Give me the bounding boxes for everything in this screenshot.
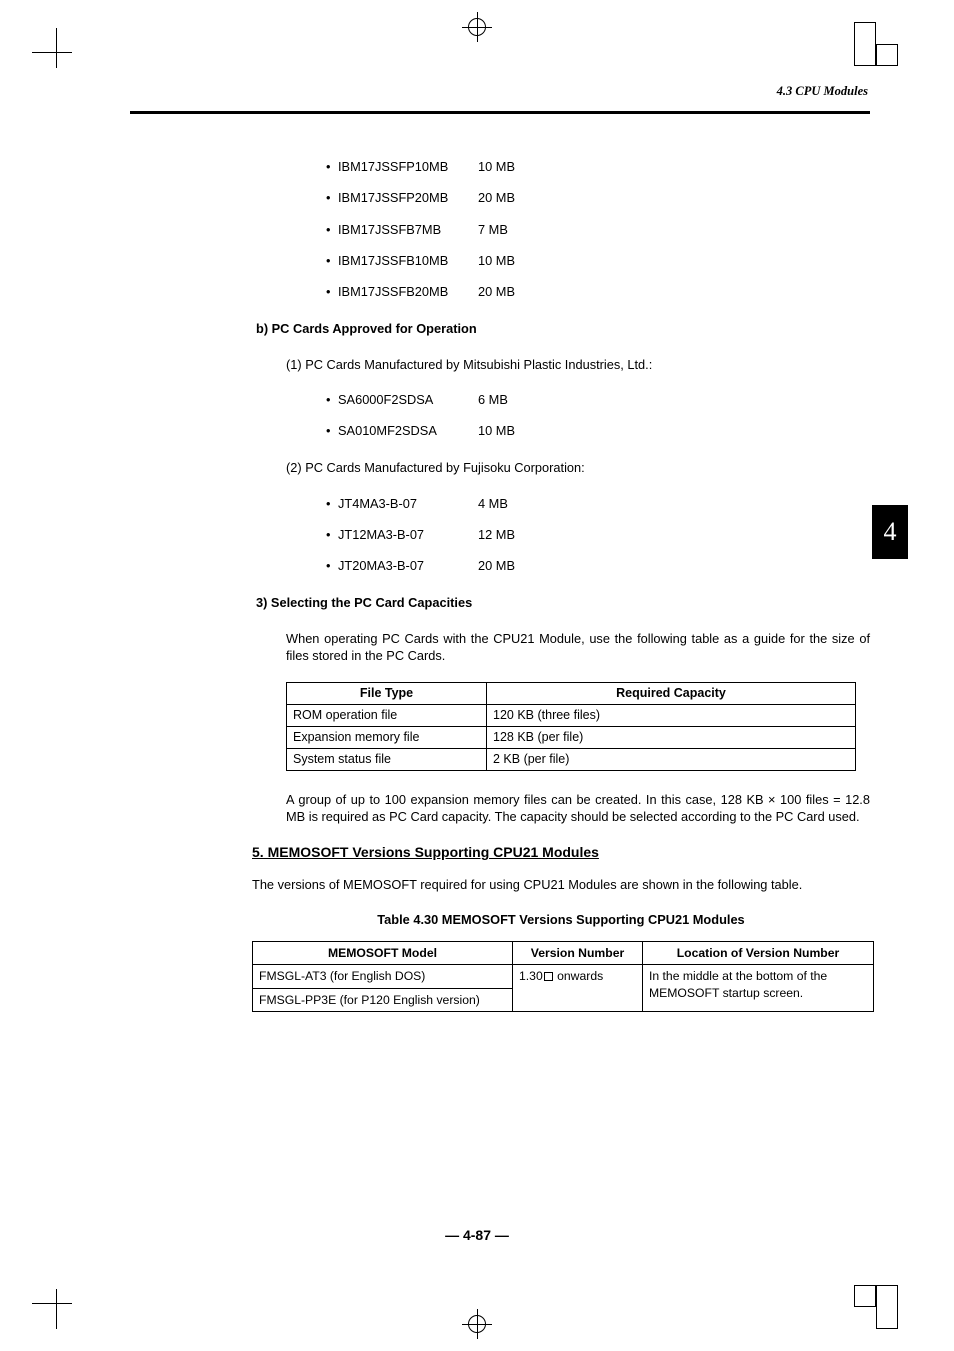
b2-cards-list: •JT4MA3-B-074 MB•JT12MA3-B-0712 MB•JT20M…: [326, 495, 870, 575]
crop-mark-bottom-right: [854, 1285, 898, 1329]
version-prefix: 1.30: [519, 969, 543, 983]
bullet-icon: •: [326, 158, 338, 175]
card-row: •IBM17JSSFB10MB10 MB: [326, 252, 870, 269]
card-size: 10 MB: [478, 422, 515, 439]
card-row: •JT4MA3-B-074 MB: [326, 495, 870, 512]
note-paragraph: A group of up to 100 expansion memory fi…: [286, 791, 870, 826]
card-row: •JT20MA3-B-0720 MB: [326, 557, 870, 574]
registration-mark-top: [462, 12, 492, 42]
filetable-header-filetype: File Type: [287, 683, 487, 705]
card-name: IBM17JSSFB7MB: [338, 221, 478, 238]
card-size: 20 MB: [478, 557, 515, 574]
table-row: ROM operation file120 KB (three files): [287, 705, 856, 727]
table-cell: 2 KB (per file): [487, 748, 856, 770]
table-cell: Expansion memory file: [287, 727, 487, 749]
card-name: IBM17JSSFP20MB: [338, 189, 478, 206]
card-name: JT12MA3-B-07: [338, 526, 478, 543]
memtable-caption: Table 4.30 MEMOSOFT Versions Supporting …: [252, 911, 870, 928]
memtable-header-version: Version Number: [513, 941, 643, 964]
card-name: JT20MA3-B-07: [338, 557, 478, 574]
memtable-row-location: In the middle at the bottom of the MEMOS…: [643, 965, 874, 1012]
bullet-icon: •: [326, 189, 338, 206]
chapter-tab: 4: [872, 505, 908, 559]
card-row: •IBM17JSSFB20MB20 MB: [326, 283, 870, 300]
bullet-icon: •: [326, 391, 338, 408]
placeholder-box-icon: [544, 972, 553, 981]
memtable-row-model: FMSGL-AT3 (for English DOS): [253, 965, 513, 988]
memtable-header-model: MEMOSOFT Model: [253, 941, 513, 964]
crop-mark-bottom-left: [32, 1279, 82, 1329]
section-b-heading: b) PC Cards Approved for Operation: [256, 320, 870, 337]
memosoft-table: MEMOSOFT Model Version Number Location o…: [252, 941, 874, 1012]
card-size: 12 MB: [478, 526, 515, 543]
content-area: •IBM17JSSFP10MB10 MB•IBM17JSSFP20MB20 MB…: [130, 158, 870, 1012]
bullet-icon: •: [326, 252, 338, 269]
table-cell: ROM operation file: [287, 705, 487, 727]
registration-mark-bottom: [462, 1309, 492, 1339]
section-3-heading: 3) Selecting the PC Card Capacities: [256, 594, 870, 611]
bullet-icon: •: [326, 495, 338, 512]
b1-title: (1) PC Cards Manufactured by Mitsubishi …: [286, 356, 870, 373]
card-name: SA6000F2SDSA: [338, 391, 478, 408]
page-body: 4.3 CPU Modules •IBM17JSSFP10MB10 MB•IBM…: [130, 84, 870, 1012]
bullet-icon: •: [326, 422, 338, 439]
card-row: •SA010MF2SDSA10 MB: [326, 422, 870, 439]
section-5-heading: 5. MEMOSOFT Versions Supporting CPU21 Mo…: [252, 843, 870, 862]
section-3-para: When operating PC Cards with the CPU21 M…: [286, 630, 870, 665]
card-size: 10 MB: [478, 158, 515, 175]
bullet-icon: •: [326, 283, 338, 300]
card-size: 10 MB: [478, 252, 515, 269]
version-suffix: onwards: [554, 969, 603, 983]
table-cell: System status file: [287, 748, 487, 770]
running-head: 4.3 CPU Modules: [130, 84, 870, 99]
card-size: 4 MB: [478, 495, 508, 512]
ibm-cards-list: •IBM17JSSFP10MB10 MB•IBM17JSSFP20MB20 MB…: [326, 158, 870, 300]
filetable-header-capacity: Required Capacity: [487, 683, 856, 705]
file-type-table: File Type Required Capacity ROM operatio…: [286, 682, 856, 771]
page-number: — 4-87 —: [0, 1227, 954, 1243]
table-row: Expansion memory file128 KB (per file): [287, 727, 856, 749]
memtable-header-location: Location of Version Number: [643, 941, 874, 964]
card-name: SA010MF2SDSA: [338, 422, 478, 439]
crop-mark-top-right: [854, 22, 898, 66]
b1-cards-list: •SA6000F2SDSA6 MB•SA010MF2SDSA10 MB: [326, 391, 870, 440]
table-cell: 120 KB (three files): [487, 705, 856, 727]
card-size: 20 MB: [478, 283, 515, 300]
table-row: System status file2 KB (per file): [287, 748, 856, 770]
card-row: •IBM17JSSFP10MB10 MB: [326, 158, 870, 175]
memtable-row-model: FMSGL-PP3E (for P120 English version): [253, 988, 513, 1011]
card-size: 7 MB: [478, 221, 508, 238]
card-size: 6 MB: [478, 391, 508, 408]
crop-mark-top-left: [32, 28, 82, 78]
table-cell: 128 KB (per file): [487, 727, 856, 749]
b2-title: (2) PC Cards Manufactured by Fujisoku Co…: [286, 459, 870, 476]
card-row: •IBM17JSSFP20MB20 MB: [326, 189, 870, 206]
section-5-para: The versions of MEMOSOFT required for us…: [252, 876, 870, 893]
card-name: IBM17JSSFP10MB: [338, 158, 478, 175]
header-rule: [130, 111, 870, 114]
card-name: IBM17JSSFB10MB: [338, 252, 478, 269]
bullet-icon: •: [326, 221, 338, 238]
bullet-icon: •: [326, 557, 338, 574]
card-row: •IBM17JSSFB7MB7 MB: [326, 221, 870, 238]
card-name: IBM17JSSFB20MB: [338, 283, 478, 300]
card-name: JT4MA3-B-07: [338, 495, 478, 512]
card-size: 20 MB: [478, 189, 515, 206]
bullet-icon: •: [326, 526, 338, 543]
card-row: •SA6000F2SDSA6 MB: [326, 391, 870, 408]
memtable-row-version: 1.30 onwards: [513, 965, 643, 1012]
card-row: •JT12MA3-B-0712 MB: [326, 526, 870, 543]
